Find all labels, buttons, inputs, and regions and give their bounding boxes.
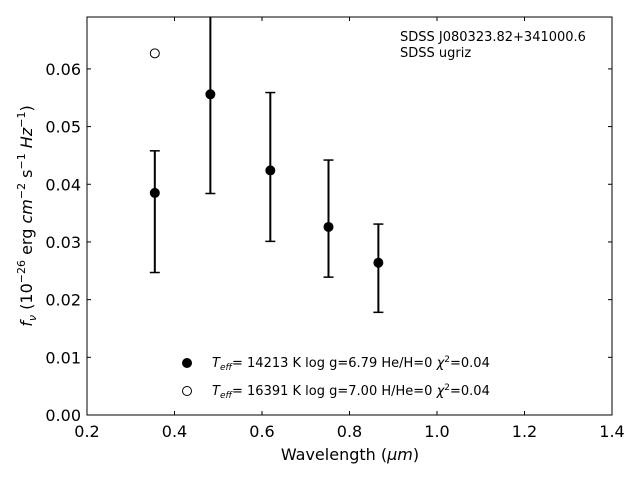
legend-entry-1: Teff= 14213 K log g=6.79 He/H=0 χ2=0.04	[212, 355, 490, 373]
y-tick-label: 0.04	[45, 175, 81, 194]
legend: Teff= 14213 K log g=6.79 He/H=0 χ2=0.04 …	[182, 355, 490, 401]
x-tick-label: 0.2	[74, 422, 99, 441]
legend-marker-open	[182, 386, 192, 396]
annotation-survey: SDSS ugriz	[400, 46, 471, 61]
x-axis-label: Wavelength (μm)	[281, 445, 419, 464]
y-tick-label: 0.01	[45, 348, 81, 367]
open-point	[149, 48, 160, 59]
x-tick-label: 0.6	[249, 422, 274, 441]
filled-point	[205, 89, 216, 100]
x-tick-label: 1.4	[599, 422, 624, 441]
legend-entry-2: Teff= 16391 K log g=7.00 H/He=0 χ2=0.04	[212, 383, 490, 401]
x-tick-label: 0.4	[162, 422, 187, 441]
x-axis: 0.2 0.4 0.6 0.8 1.0 1.2 1.4	[74, 17, 625, 441]
y-tick-label: 0.05	[45, 118, 81, 137]
x-tick-label: 1.2	[512, 422, 537, 441]
y-tick-label: 0.06	[45, 60, 81, 79]
y-tick-label: 0.03	[45, 233, 81, 252]
plot-area	[86, 16, 613, 416]
x-tick-label: 0.8	[337, 422, 362, 441]
legend-marker-filled	[182, 358, 192, 368]
y-tick-label: 0.00	[45, 406, 81, 425]
filled-point	[323, 221, 334, 232]
filled-point	[149, 187, 160, 198]
y-axis: 0.00 0.01 0.02 0.03 0.04 0.05 0.06	[45, 60, 612, 425]
annotation-object-name: SDSS J080323.82+341000.6	[400, 30, 586, 45]
filled-point	[373, 257, 384, 268]
filled-point	[265, 165, 276, 176]
x-tick-label: 1.0	[424, 422, 449, 441]
y-tick-label: 0.02	[45, 291, 81, 310]
data-points	[149, 48, 384, 268]
y-axis-label: fν (10−26 erg cm−2 s−1 Hz−1)	[15, 105, 39, 326]
